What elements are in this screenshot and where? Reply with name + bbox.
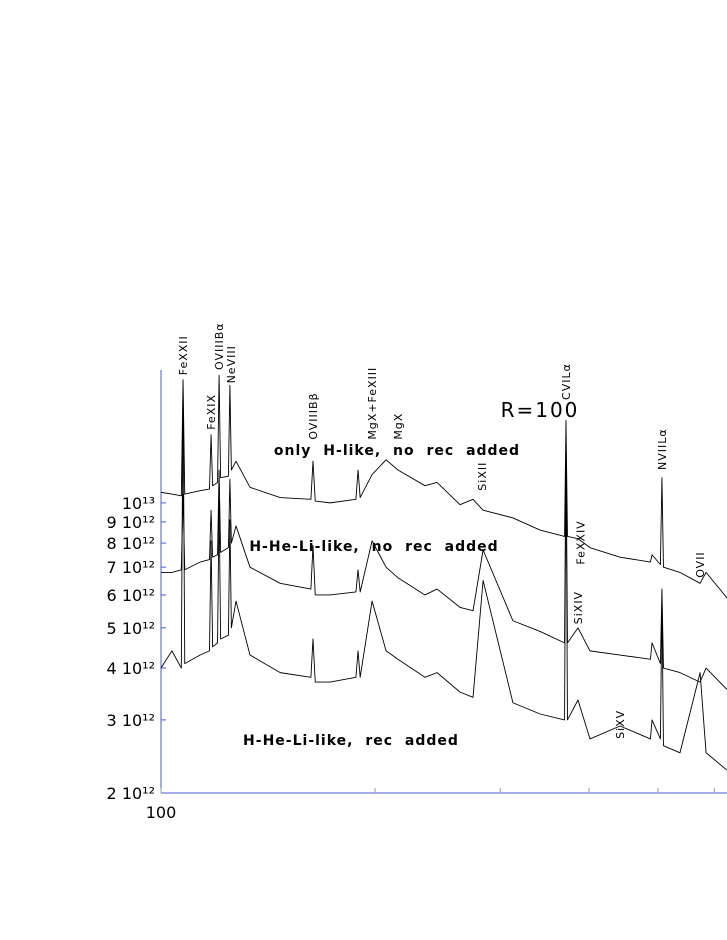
spectrum-line [160, 374, 727, 599]
line-label: SiXIV [572, 591, 585, 624]
line-label: MgX+FeXIII [366, 367, 379, 440]
spectrum-line [161, 444, 727, 690]
line-label: FeXIX [205, 394, 218, 430]
line-label: FeXXIV [574, 520, 587, 564]
line-label: CVILα [560, 363, 573, 400]
line-label: NeVIII [225, 345, 238, 383]
y-tick-label: 10¹³ [122, 494, 155, 513]
line-label: NVIILα [656, 428, 669, 470]
line-label: FeXXII [177, 335, 190, 375]
y-tick-label: 2 10¹² [107, 784, 155, 803]
y-tick-label: 4 10¹² [107, 659, 155, 678]
spectrum-line [160, 386, 727, 771]
y-tick-label: 5 10¹² [107, 619, 155, 638]
line-label: OVIIIBα [213, 322, 226, 370]
line-label: SiXII [476, 462, 489, 491]
y-tick-label: 3 10¹² [107, 711, 155, 730]
line-label: OVII [694, 551, 707, 577]
y-tick-label: 8 10¹² [107, 534, 155, 553]
y-tick-label: 7 10¹² [107, 558, 155, 577]
line-label: SiXV [614, 710, 627, 739]
line-label: MgX [392, 413, 405, 440]
series-label: H-He-Li-like, no rec added [249, 539, 498, 555]
series-label: only H-like, no rec added [274, 443, 520, 459]
resolution-annotation: R=100 [501, 398, 580, 422]
y-tick-label: 6 10¹² [107, 586, 155, 605]
y-tick-label: 9 10¹² [107, 513, 155, 532]
line-label: OVIIIBβ [307, 392, 320, 439]
x-tick-label: 100 [146, 803, 177, 822]
series-label: H-He-Li-like, rec added [243, 733, 459, 749]
